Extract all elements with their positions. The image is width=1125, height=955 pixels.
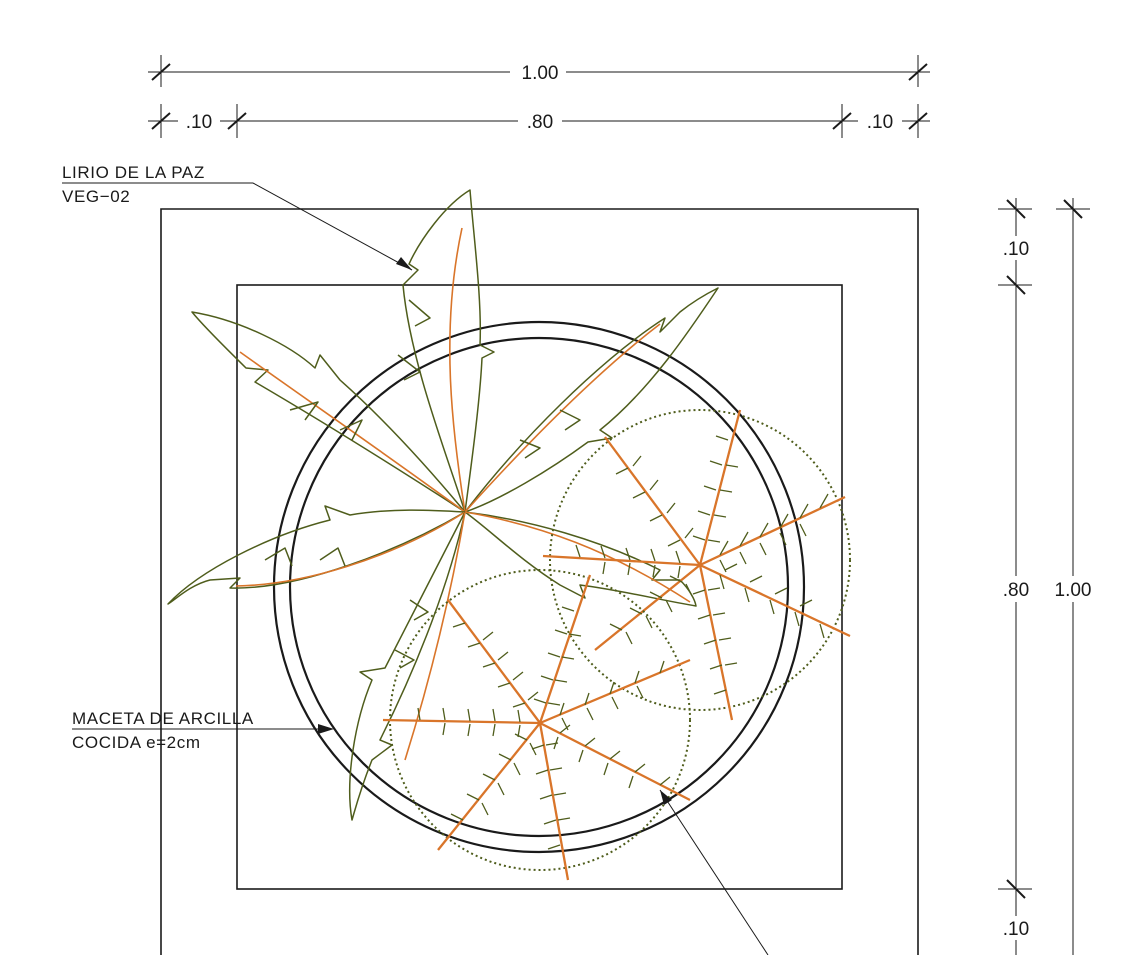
dim-text-right-inner: .80	[1003, 580, 1029, 601]
label-plant-name: LIRIO DE LA PAZ	[62, 163, 205, 182]
planter-inner-square	[236, 284, 843, 890]
dim-text-right-bottom: .10	[1003, 919, 1029, 940]
dim-text-top-left: .10	[186, 112, 212, 133]
pot-inner-ring	[288, 336, 790, 838]
fern-plant-upper	[542, 409, 851, 721]
peace-lily-plant	[167, 189, 719, 821]
dimension-right-partials: .10 .80 .10	[994, 198, 1036, 955]
label-peace-lily: LIRIO DE LA PAZ VEG−02	[62, 163, 413, 271]
dim-text-right-overall: 1.00	[1055, 580, 1092, 601]
dim-text-right-top: .10	[1003, 239, 1029, 260]
dim-text-top-overall: 1.00	[522, 63, 559, 84]
leader-fern	[659, 789, 769, 955]
dim-text-top-right: .10	[867, 112, 893, 133]
planter-outer-square	[160, 208, 919, 955]
fern-plant-lower	[382, 569, 691, 881]
label-pot-line1: MACETA DE ARCILLA	[72, 709, 254, 728]
label-plant-code: VEG−02	[62, 187, 130, 206]
dimension-top-overall: 1.00	[148, 55, 930, 87]
label-clay-pot: MACETA DE ARCILLA COCIDA e=2cm	[72, 709, 334, 752]
dimension-top-partials: .10 .80 .10	[148, 104, 930, 138]
pot-outer-ring	[272, 320, 806, 854]
dim-text-top-inner: .80	[527, 112, 553, 133]
dimension-right-overall: 1.00	[1050, 198, 1098, 955]
label-pot-line2: COCIDA e=2cm	[72, 733, 201, 752]
